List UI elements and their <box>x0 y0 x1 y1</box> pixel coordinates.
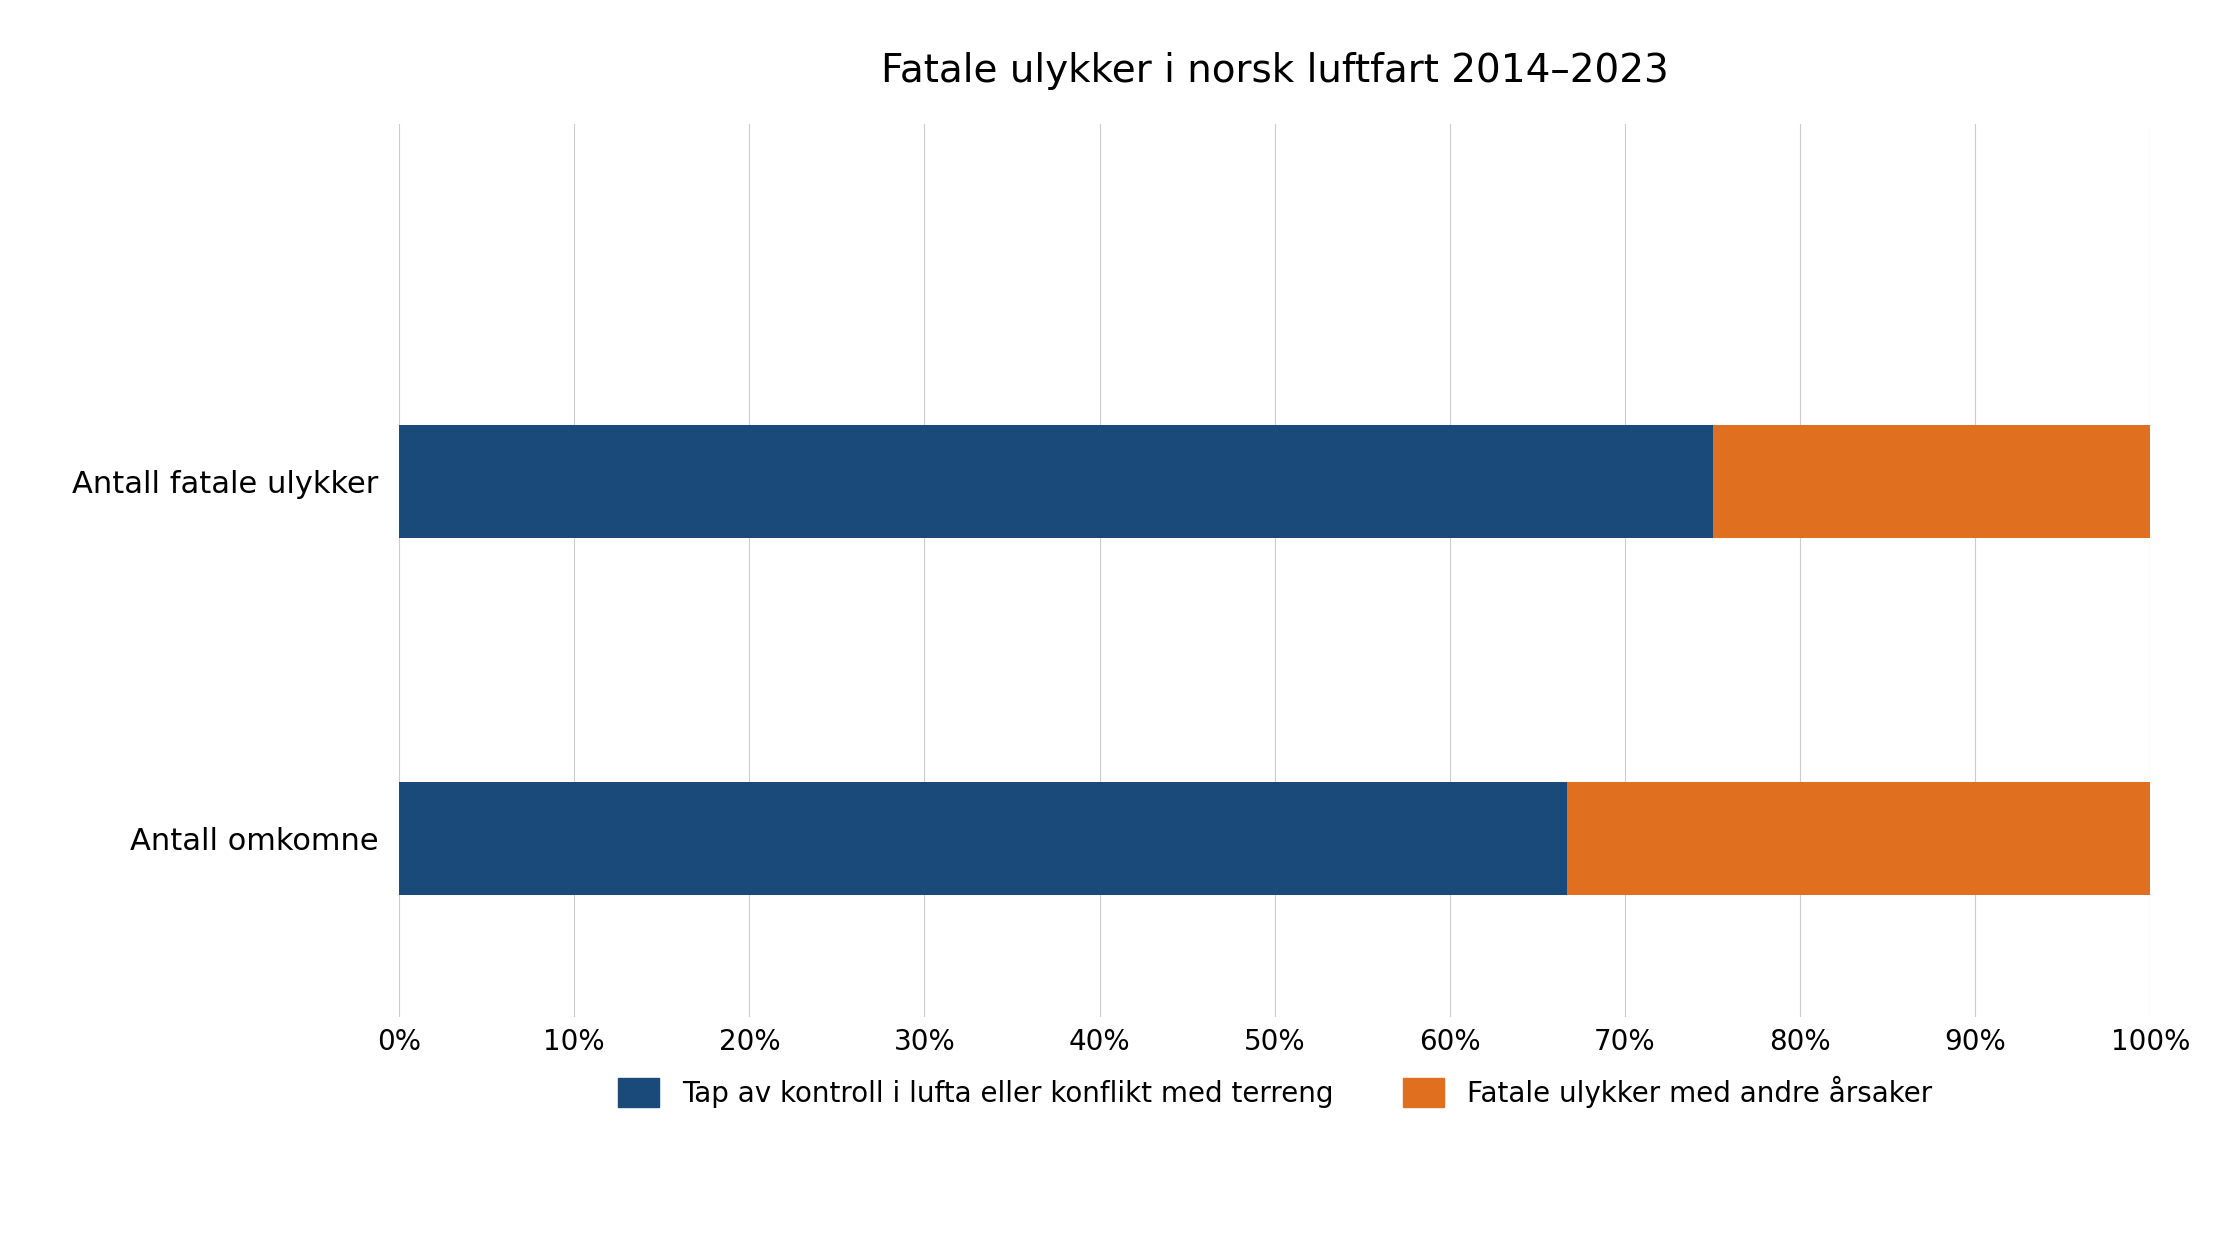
Bar <box>399 424 1712 538</box>
Bar <box>1712 424 2150 538</box>
Bar <box>1567 781 2150 895</box>
Legend: Tap av kontroll i lufta eller konflikt med terreng, Fatale ulykker med andre års: Tap av kontroll i lufta eller konflikt m… <box>607 1065 1942 1118</box>
Title: Fatale ulykker i norsk luftfart 2014–2023: Fatale ulykker i norsk luftfart 2014–202… <box>880 52 1669 91</box>
Bar <box>399 781 1567 895</box>
